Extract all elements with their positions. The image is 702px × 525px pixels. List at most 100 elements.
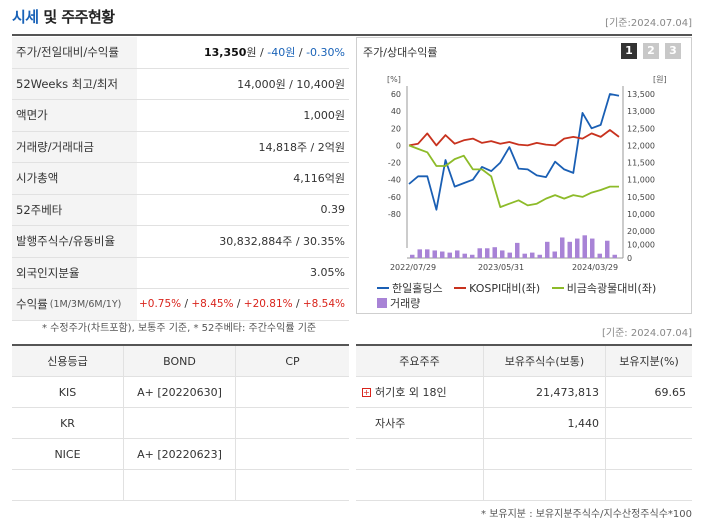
volume-bar — [545, 241, 550, 258]
credit-agency: KIS — [12, 377, 124, 407]
page-title: 시세 및 주주현황 — [12, 6, 115, 27]
sep: / — [184, 298, 189, 311]
right-axis-unit: [원] — [653, 75, 667, 84]
volume-bar — [552, 251, 557, 258]
volume-tick-label: 0 — [627, 254, 632, 263]
chart-tab-2[interactable]: 2 — [643, 43, 659, 59]
legend-swatch-company — [377, 287, 389, 289]
volume-bar — [470, 254, 475, 258]
series-line-2 — [408, 129, 620, 147]
legend-swatch-kospi — [454, 287, 467, 289]
volume-bar — [582, 235, 587, 258]
sep: / — [236, 298, 241, 311]
legend-label-company: 한일홀딩스 — [392, 282, 443, 295]
wk52-label: 52Weeks 최고/최저 — [12, 68, 137, 99]
chart-legend: 한일홀딩스 KOSPI대비(좌) 비금속광물대비(좌) 거래량 — [377, 279, 687, 311]
volume-bar — [492, 247, 497, 258]
volume-bar — [455, 250, 460, 258]
left-tick-label: 40 — [391, 107, 401, 116]
volume-bar — [530, 252, 535, 258]
volume-bar — [477, 248, 482, 258]
x-tick-label: 2023/05/31 — [478, 263, 524, 272]
legend-label-volume: 거래량 — [390, 297, 421, 310]
chart-reference-date: [기준: 2024.07.04] — [601, 328, 692, 339]
volume-bar — [560, 237, 565, 258]
left-tick-label: 20 — [391, 124, 401, 133]
holders-header-shares: 보유주식수(보통) — [484, 346, 606, 376]
table-row — [12, 470, 349, 501]
reference-date: [기준:2024.07.04] — [605, 18, 692, 29]
credit-bond — [124, 470, 236, 500]
right-tick-label: 13,500 — [627, 90, 655, 99]
volume-bar — [485, 248, 490, 258]
holders-header-name: 주요주주 — [356, 346, 484, 376]
beta-label: 52주베타 — [12, 194, 137, 225]
chart-title: 주가/상대수익률 — [363, 46, 438, 59]
title-quote: 시세 — [12, 8, 39, 26]
holder-pct — [606, 408, 692, 438]
quote-table: 주가/전일대비/수익률 13,350원 / -40원 / -0.30% 52We… — [12, 37, 349, 321]
row-beta: 52주베타 0.39 — [12, 194, 349, 226]
beta-value: 0.39 — [320, 203, 346, 217]
credit-bond: A+ [20220630] — [124, 377, 236, 407]
holder-name[interactable]: + 허기호 외 18인 — [356, 377, 484, 407]
return-3m: +8.45% — [191, 298, 234, 311]
legend-swatch-sector — [551, 287, 564, 289]
face-value: 1,000원 — [303, 109, 345, 123]
volume-bar — [410, 254, 415, 258]
credit-cp — [236, 377, 349, 407]
header-divider — [12, 34, 692, 36]
volume-bar — [605, 240, 610, 258]
left-tick-label: 0 — [396, 141, 401, 150]
right-tick-label: 10,000 — [627, 210, 655, 219]
price-value: 13,350원 / -40원 / -0.30% — [137, 44, 349, 60]
right-tick-label: 12,500 — [627, 124, 655, 133]
x-tick-label: 2022/07/29 — [390, 263, 436, 272]
row-volume: 거래량/거래대금 14,818주 / 2억원 — [12, 131, 349, 163]
volume-bar — [515, 242, 520, 258]
price-label: 주가/전일대비/수익률 — [12, 37, 137, 68]
volume-bar — [567, 241, 572, 258]
return-periods: (1M/3M/6M/1Y) — [49, 298, 122, 310]
credit-header-bond: BOND — [124, 346, 236, 376]
quote-footnote: * 수정주가(차트포함), 보통주 기준, * 52주베타: 주간수익률 기준 — [42, 323, 317, 334]
sep: / — [295, 298, 300, 311]
holder-name-text: 허기호 외 18인 — [375, 386, 447, 399]
legend-label-sector: 비금속광물대비(좌) — [566, 282, 657, 295]
shares-value: 30,832,884주 / 30.35% — [219, 235, 345, 249]
row-mcap: 시가총액 4,116억원 — [12, 163, 349, 195]
chart-tab-3[interactable]: 3 — [665, 43, 681, 59]
x-tick-label: 2024/03/29 — [572, 263, 618, 272]
expand-plus-icon[interactable]: + — [362, 387, 371, 397]
right-tick-label: 11,500 — [627, 159, 655, 168]
holder-name — [356, 470, 484, 500]
series-line-3 — [408, 144, 619, 209]
credit-header-row: 신용등급 BOND CP — [12, 346, 349, 377]
wk52-value: 14,000원 / 10,400원 — [237, 77, 345, 91]
title-shareholders: 및 주주현황 — [43, 8, 115, 26]
series-line-1 — [408, 93, 620, 211]
volume-bar — [537, 254, 542, 258]
holders-header-pct: 보유지분(%) — [619, 355, 679, 368]
price-change-pct: -0.30% — [306, 46, 345, 60]
left-tick-label: -40 — [388, 176, 401, 185]
holder-shares — [484, 439, 606, 469]
chart-tab-1[interactable]: 1 — [621, 43, 637, 59]
holder-pct — [606, 439, 692, 469]
foreign-value: 3.05% — [310, 266, 345, 280]
shareholders-table: 주요주주 보유주식수(보통) 보유지분(%) + 허기호 외 18인 21,473… — [356, 344, 692, 501]
legend-item-company: 한일홀딩스 — [377, 281, 443, 296]
left-tick-label: -60 — [388, 193, 401, 202]
holder-shares: 21,473,813 — [484, 377, 606, 407]
foreign-label: 외국인지분율 — [12, 257, 137, 288]
table-row: 자사주 1,440 — [356, 408, 692, 439]
credit-rating-table: 신용등급 BOND CP KIS A+ [20220630] KR NICE A… — [12, 344, 349, 501]
shares-label: 발행주식수/유동비율 — [12, 226, 137, 257]
holder-name: 자사주 — [356, 408, 484, 438]
left-axis-unit: [%] — [387, 75, 401, 84]
table-row — [356, 439, 692, 470]
holders-footnote: * 보유지분 : 보유지분주식수/지수산정주식수*100 — [481, 509, 692, 520]
holder-pct: 69.65 — [654, 385, 687, 399]
chart-tabs: 1 2 3 — [621, 43, 681, 59]
return-1y: +8.54% — [302, 298, 345, 311]
